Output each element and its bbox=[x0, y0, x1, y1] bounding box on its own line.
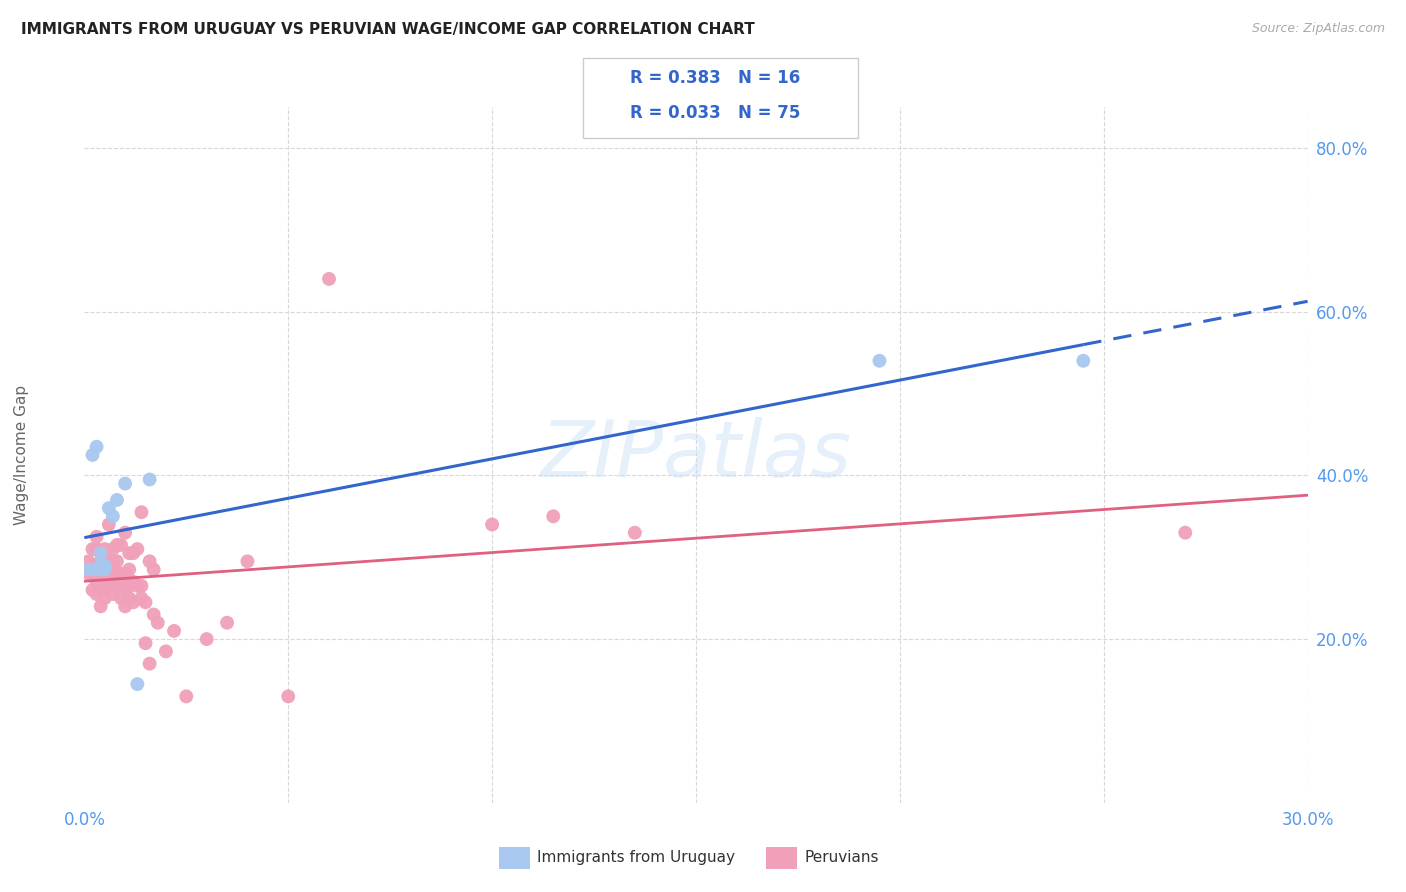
Point bbox=[138, 473, 160, 487]
Point bbox=[217, 615, 239, 630]
Text: R = 0.383   N = 16: R = 0.383 N = 16 bbox=[630, 69, 800, 87]
Point bbox=[138, 657, 160, 671]
Point bbox=[122, 595, 145, 609]
Point bbox=[146, 615, 169, 630]
Point bbox=[93, 566, 115, 581]
Point bbox=[77, 562, 100, 576]
Point bbox=[86, 542, 108, 557]
Point bbox=[138, 554, 160, 568]
Point bbox=[624, 525, 647, 540]
Point bbox=[101, 509, 124, 524]
Point bbox=[86, 562, 108, 576]
Point bbox=[142, 562, 165, 576]
Point bbox=[105, 566, 128, 581]
Point bbox=[101, 587, 124, 601]
Point bbox=[93, 591, 115, 606]
Point bbox=[869, 353, 891, 368]
Text: Peruvians: Peruvians bbox=[804, 850, 879, 864]
Point bbox=[118, 546, 141, 560]
Point bbox=[93, 554, 115, 568]
Point bbox=[86, 574, 108, 589]
Point bbox=[105, 492, 128, 507]
Point bbox=[195, 632, 218, 646]
Point bbox=[77, 562, 100, 576]
Point bbox=[122, 546, 145, 560]
Point bbox=[97, 574, 120, 589]
Point bbox=[127, 542, 149, 557]
Point bbox=[101, 554, 124, 568]
Point bbox=[131, 505, 153, 519]
Point bbox=[93, 562, 115, 576]
Point bbox=[82, 558, 104, 573]
Point bbox=[1174, 525, 1197, 540]
Point bbox=[277, 690, 299, 704]
Text: ZIPatlas: ZIPatlas bbox=[540, 417, 852, 493]
Point bbox=[142, 607, 165, 622]
Point bbox=[82, 582, 104, 597]
Point bbox=[110, 566, 132, 581]
Point bbox=[110, 591, 132, 606]
Point bbox=[82, 566, 104, 581]
Point bbox=[97, 579, 120, 593]
Text: Immigrants from Uruguay: Immigrants from Uruguay bbox=[537, 850, 735, 864]
Point bbox=[174, 690, 197, 704]
Point bbox=[236, 554, 259, 568]
Point bbox=[122, 574, 145, 589]
Point bbox=[135, 636, 157, 650]
Point bbox=[101, 542, 124, 557]
Point bbox=[93, 579, 115, 593]
Point bbox=[101, 571, 124, 585]
Point bbox=[114, 599, 136, 614]
Point bbox=[110, 579, 132, 593]
Point bbox=[481, 517, 503, 532]
Point bbox=[131, 579, 153, 593]
Text: R = 0.033   N = 75: R = 0.033 N = 75 bbox=[630, 104, 800, 122]
Point bbox=[93, 542, 115, 557]
Point bbox=[97, 501, 120, 516]
Point bbox=[163, 624, 186, 638]
Point bbox=[155, 644, 177, 658]
Point bbox=[101, 562, 124, 576]
Text: IMMIGRANTS FROM URUGUAY VS PERUVIAN WAGE/INCOME GAP CORRELATION CHART: IMMIGRANTS FROM URUGUAY VS PERUVIAN WAGE… bbox=[21, 22, 755, 37]
Point bbox=[90, 566, 112, 581]
Point bbox=[93, 558, 115, 573]
Point bbox=[86, 587, 108, 601]
Point bbox=[105, 554, 128, 568]
Point bbox=[543, 509, 565, 524]
Y-axis label: Wage/Income Gap: Wage/Income Gap bbox=[14, 384, 28, 525]
Point bbox=[101, 579, 124, 593]
Point bbox=[90, 599, 112, 614]
Point bbox=[97, 566, 120, 581]
Text: Source: ZipAtlas.com: Source: ZipAtlas.com bbox=[1251, 22, 1385, 36]
Point bbox=[105, 538, 128, 552]
Point bbox=[127, 677, 149, 691]
Point bbox=[1071, 353, 1094, 368]
Point bbox=[90, 558, 112, 573]
Point bbox=[118, 562, 141, 576]
Point bbox=[90, 554, 112, 568]
Point bbox=[114, 582, 136, 597]
Point bbox=[97, 554, 120, 568]
Point bbox=[97, 517, 120, 532]
Point bbox=[118, 579, 141, 593]
Point bbox=[114, 476, 136, 491]
Point bbox=[118, 591, 141, 606]
Point bbox=[131, 591, 153, 606]
Point bbox=[82, 542, 104, 557]
Point bbox=[77, 554, 100, 568]
Point bbox=[90, 582, 112, 597]
Point bbox=[127, 579, 149, 593]
Point bbox=[86, 440, 108, 454]
Point bbox=[86, 530, 108, 544]
Point bbox=[82, 448, 104, 462]
Point bbox=[135, 595, 157, 609]
Point bbox=[105, 579, 128, 593]
Point bbox=[110, 538, 132, 552]
Point bbox=[86, 566, 108, 581]
Point bbox=[77, 566, 100, 581]
Point bbox=[114, 566, 136, 581]
Point bbox=[90, 546, 112, 560]
Point bbox=[114, 525, 136, 540]
Point bbox=[318, 272, 340, 286]
